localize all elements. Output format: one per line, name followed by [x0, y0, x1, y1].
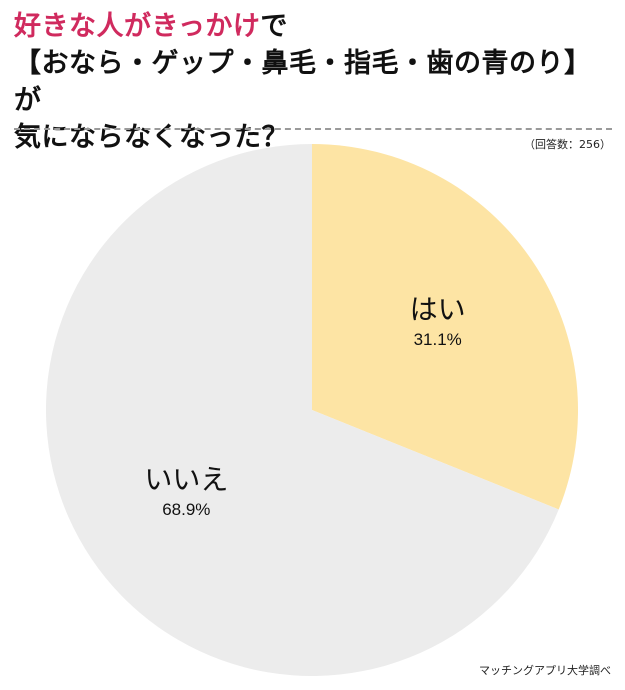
title-line-2: 【おなら・ゲップ・鼻毛・指毛・歯の青のり】が — [14, 48, 592, 116]
response-count: （回答数：256） — [524, 138, 611, 151]
pie-slice-0 — [312, 144, 579, 510]
title-highlight: 好きな人がきっかけ — [14, 11, 261, 42]
slice-value-0: 31.1% — [414, 330, 462, 349]
source-note: マッチングアプリ大学調べ — [479, 664, 611, 677]
slice-label-1: いいえ — [144, 463, 228, 496]
chart-title: 好きな人がきっかけで 【おなら・ゲップ・鼻毛・指毛・歯の青のり】が 気にならなく… — [14, 8, 614, 156]
title-divider — [14, 128, 612, 130]
pie-slice-1 — [46, 144, 559, 677]
title-line-1: 好きな人がきっかけで — [14, 8, 614, 45]
title-line-3: 気にならなくなった？ — [14, 122, 289, 153]
slice-value-1: 68.9% — [162, 500, 210, 519]
slice-label-0: はい — [410, 293, 466, 326]
title-line-1-rest: で — [260, 11, 288, 42]
